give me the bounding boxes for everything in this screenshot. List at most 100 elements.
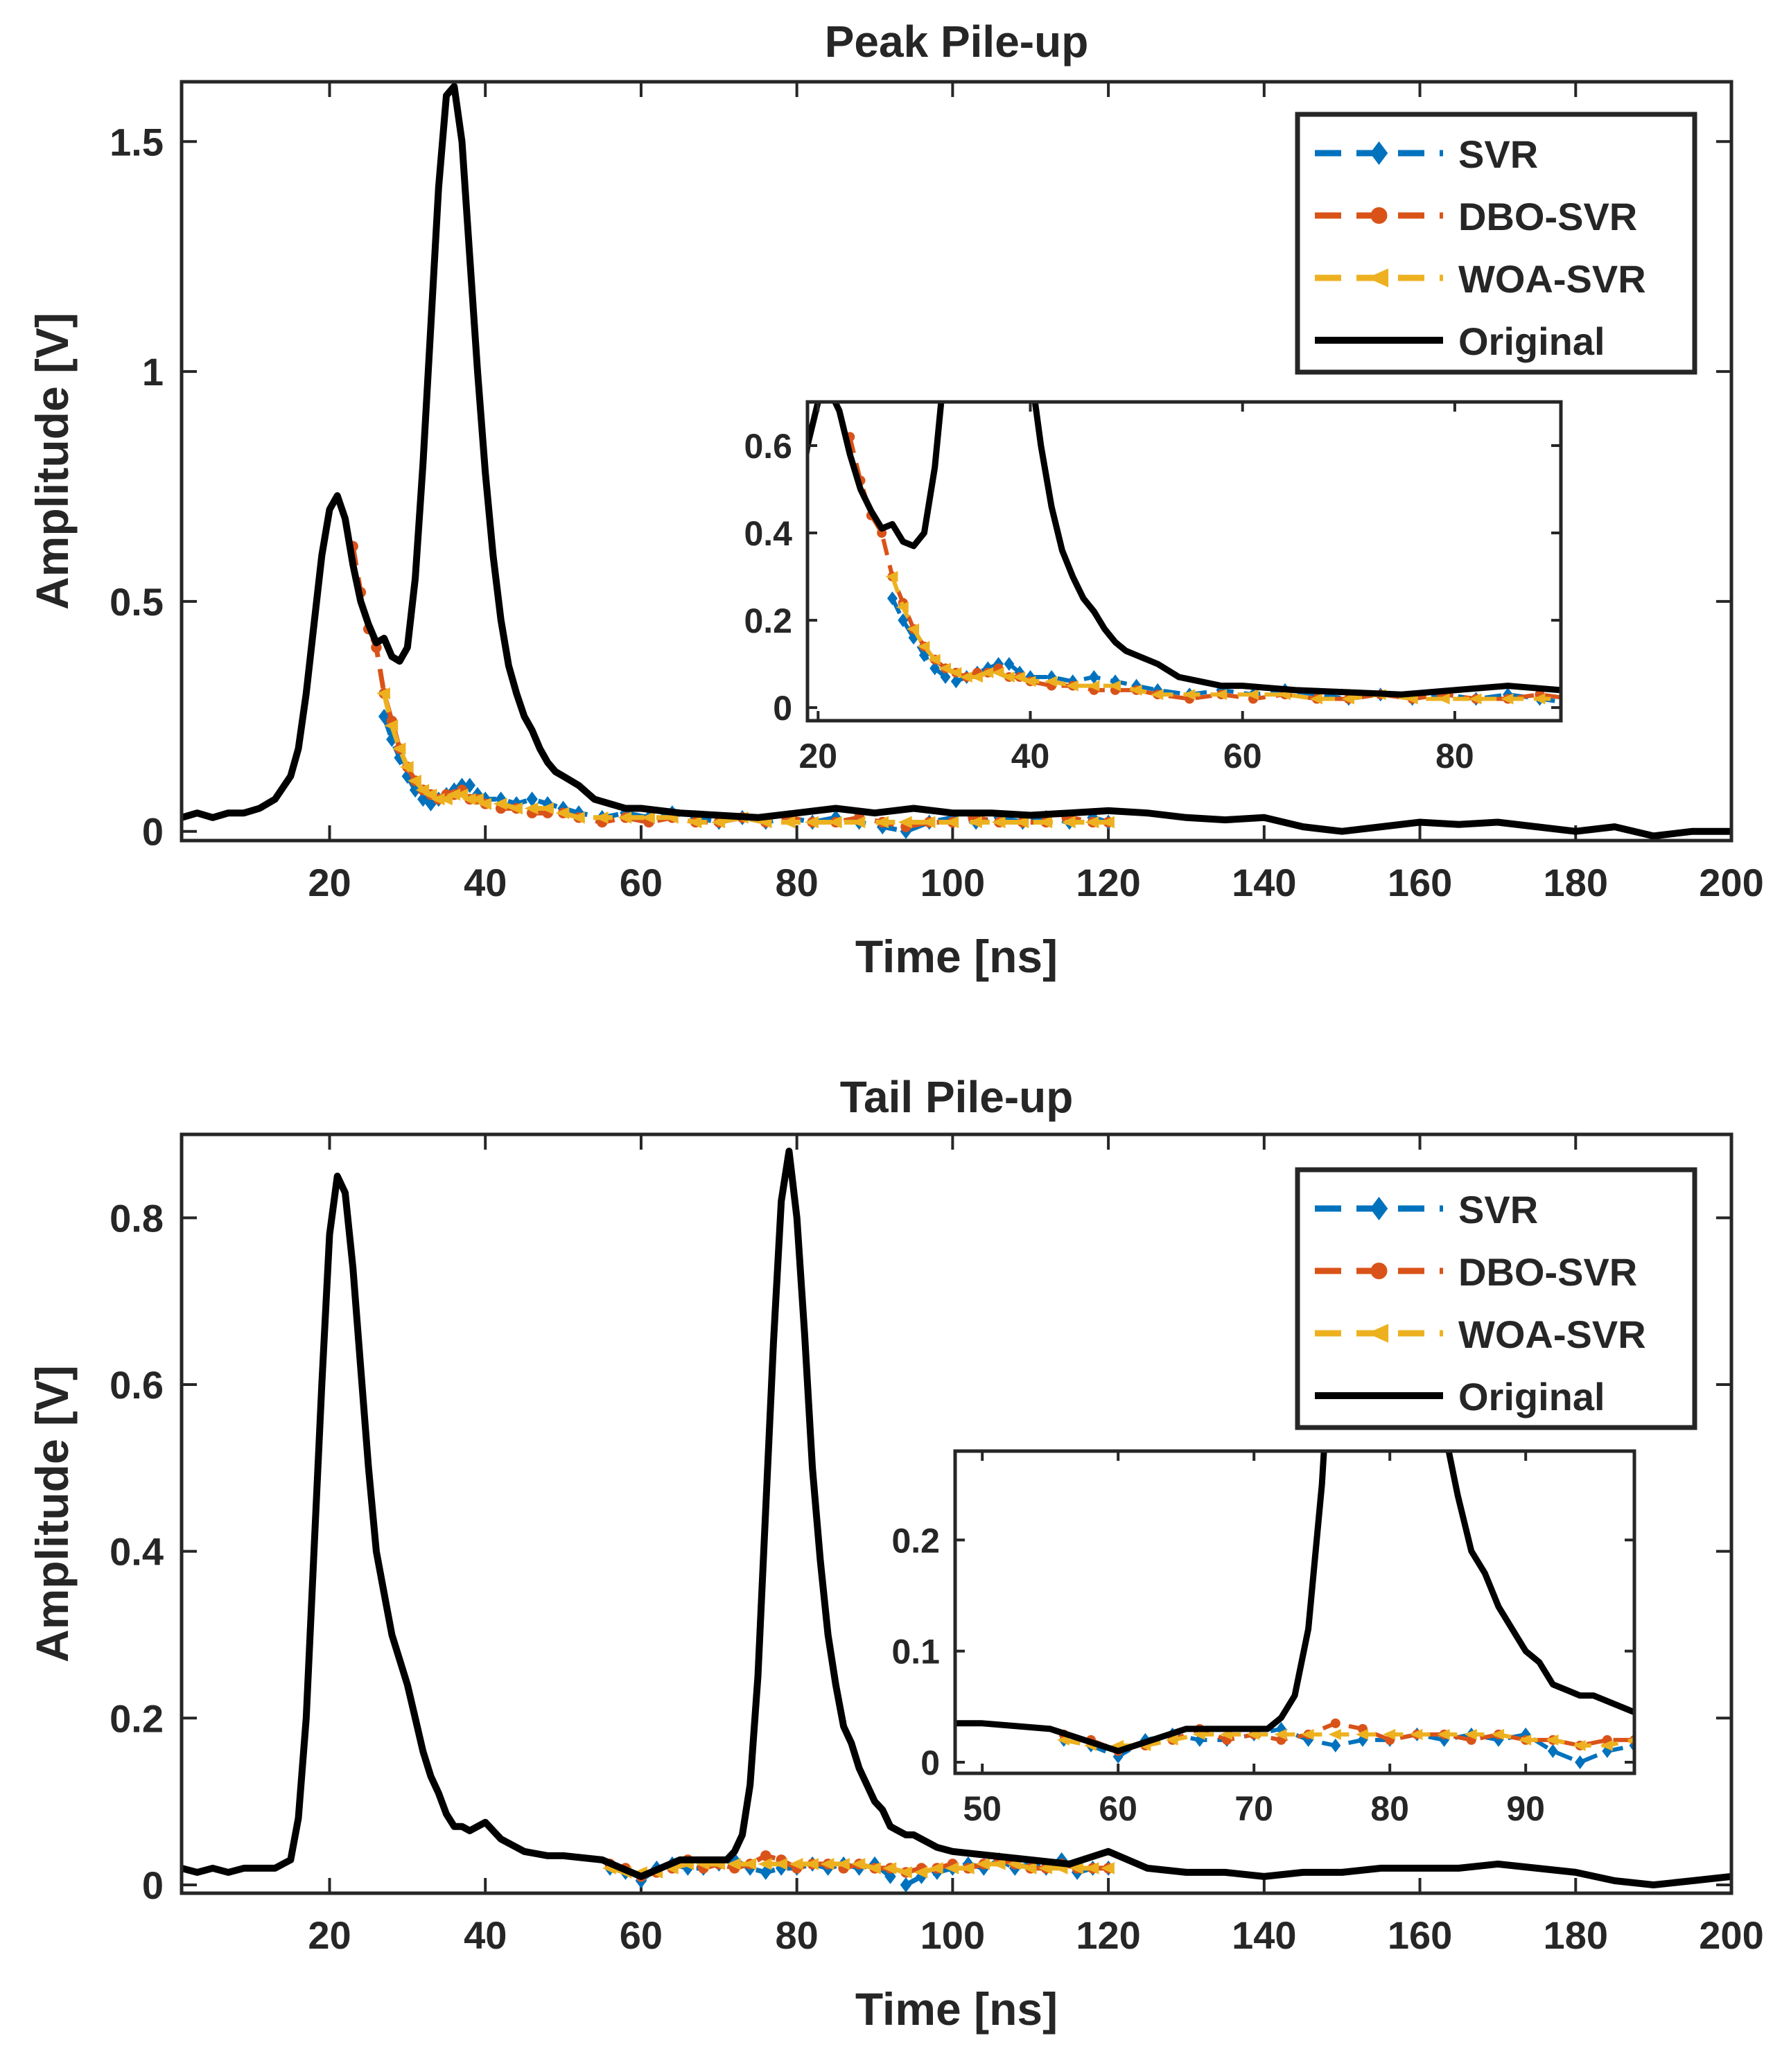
chart1-inset-line-original [807,402,1561,698]
chart2-point-woa-svr [1069,1862,1083,1875]
chart1-point-woa-svr [875,816,889,829]
chart2-legend-entry-dbo-svr: DBO-SVR [1315,1250,1637,1294]
chart1-inset-point-woa-svr [885,571,898,583]
chart1-inset-point-woa-svr [991,667,1004,678]
chart2-x-tick-label: 180 [1544,1913,1608,1957]
chart2-inset-y-tick-label: 0 [920,1744,940,1782]
chart1-point-woa-svr [1038,816,1053,829]
chart2-point-woa-svr [789,1858,803,1870]
chart2-x-tick-label: 40 [464,1913,507,1957]
chart1-inset: 20 40 60 80 0 0.2 0.4 0.6 [744,400,1563,775]
chart1-x-tick-label: 140 [1232,861,1296,904]
chart2-legend-entry-svr: SVR [1315,1188,1538,1231]
chart2-inset-point-svr [1575,1755,1586,1769]
chart2-inset-point-woa-svr [1519,1734,1532,1746]
chart1-legend-label: SVR [1458,132,1538,176]
chart1-point-woa-svr [540,802,554,815]
chart1-line-original [182,82,1731,840]
chart1-y-axis-label: Amplitude [V] [26,313,78,610]
chart2-inset-point-woa-svr [1383,1728,1396,1740]
chart1-inset-y-tick-label: 0.6 [744,427,792,466]
chart1-point-woa-svr [392,742,406,755]
chart2-inset-point-svr [1738,1722,1748,1736]
chart1-inset-point-woa-svr [907,623,920,635]
chart2-point-woa-svr [898,1866,912,1879]
chart2-inset-point-dbo-svr [1330,1718,1340,1728]
chart1-point-woa-svr [618,811,632,824]
chart1-series-original [182,82,1731,840]
chart2-point-woa-svr [929,1862,943,1875]
chart1-inset-point-woa-svr [1151,689,1164,701]
chart1-point-woa-svr [1061,816,1076,829]
chart1-legend-marker [1370,207,1388,224]
chart1-point-woa-svr [384,719,399,732]
chart1-point-woa-svr [594,811,609,824]
chart1-inset-point-woa-svr [1469,693,1482,705]
chart2-x-axis-label: Time [ns] [855,1983,1058,2035]
chart2-series-woa-svr [602,1858,1115,1879]
chart2-y-tick-label: 0 [142,1863,164,1907]
chart2-point-woa-svr [820,1858,835,1870]
chart1-inset-point-woa-svr [1532,693,1546,705]
chart1-inset-x-tick-label: 40 [1011,737,1050,775]
chart1-legend-marker [1370,141,1388,165]
chart1-inset-point-woa-svr [1214,689,1228,701]
chart2-point-woa-svr [991,1858,1006,1870]
chart1-point-woa-svr [828,816,842,829]
chart2-inset-x-tick-label: 90 [1506,1789,1545,1828]
chart2-point-woa-svr [1101,1862,1115,1875]
chart1-legend: SVR DBO-SVR WOA-SVR Original [1295,112,1697,375]
chart2-y-tick-label: 0.4 [110,1530,164,1574]
chart1-point-woa-svr [478,798,492,810]
chart2-inset-series-original [955,1451,1634,1755]
chart2-x-tick-label: 100 [920,1913,985,1957]
chart1-inset-x-tick-label: 60 [1223,737,1262,775]
chart1-legend-label: Original [1458,319,1605,363]
chart1-legend-box [1295,112,1697,375]
chart1-inset-point-woa-svr [1501,693,1514,705]
chart1-x-tick-label: 60 [620,861,663,904]
chart2-inset-point-svr [1547,1744,1558,1758]
chart1-x-tick-label: 180 [1544,861,1608,904]
chart2-inset-point-woa-svr [1546,1734,1559,1746]
chart1-inset-point-woa-svr [1087,680,1100,692]
chart2-point-svr [900,1877,912,1893]
chart1-inset-point-woa-svr [970,671,983,683]
chart1-legend-label: WOA-SVR [1458,257,1646,301]
chart1-x-tick-label: 80 [776,861,819,904]
chart1-inset-point-woa-svr [949,667,962,678]
chart1-inset-series-original [807,402,1561,698]
chart2-inset-point-woa-svr [1410,1728,1423,1740]
chart2-point-woa-svr [774,1858,787,1870]
chart2-x-tick-label: 200 [1699,1913,1763,1957]
chart1-point-woa-svr [851,816,866,829]
chart2-x-tick-label: 160 [1388,1913,1452,1957]
chart2-x-tick-label: 120 [1076,1913,1140,1957]
chart2-inset-point-woa-svr [1600,1739,1613,1751]
chart1-inset-point-woa-svr [1023,676,1036,687]
chart1-inset-point-woa-svr [927,653,941,665]
chart2-inset-point-dbo-svr [1738,1724,1748,1734]
chart1-point-woa-svr [921,816,936,829]
chart2-inset-point-woa-svr [1165,1734,1178,1746]
chart1-point-woa-svr [571,811,585,824]
chart2-inset-y-tick-label: 0.2 [891,1521,940,1560]
chart1-legend-entry-svr: SVR [1315,132,1538,176]
chart2-inset-y-tick-label: 0.1 [891,1633,940,1671]
chart1-legend-entry-original: Original [1315,319,1605,363]
chart2-point-woa-svr [1085,1862,1099,1875]
chart1-point-woa-svr [430,793,445,806]
chart1-point-woa-svr [688,816,702,829]
chart1-point-woa-svr [423,788,437,801]
chart1-point-woa-svr [415,784,430,796]
chart1-inset-point-woa-svr [896,602,909,613]
chart1-point-woa-svr [1085,816,1099,829]
chart2-line-woa-svr [609,1861,1109,1875]
chart2-legend-marker [1370,1263,1388,1279]
chart1-inset-area [807,402,1561,721]
chart1-inset-point-svr [886,591,898,606]
chart1-inset-point-woa-svr [1437,693,1450,705]
chart1-inset-point-svr [1004,657,1015,671]
chart1-legend-marker [1367,268,1389,288]
chart2-inset-point-woa-svr [1736,1729,1749,1740]
